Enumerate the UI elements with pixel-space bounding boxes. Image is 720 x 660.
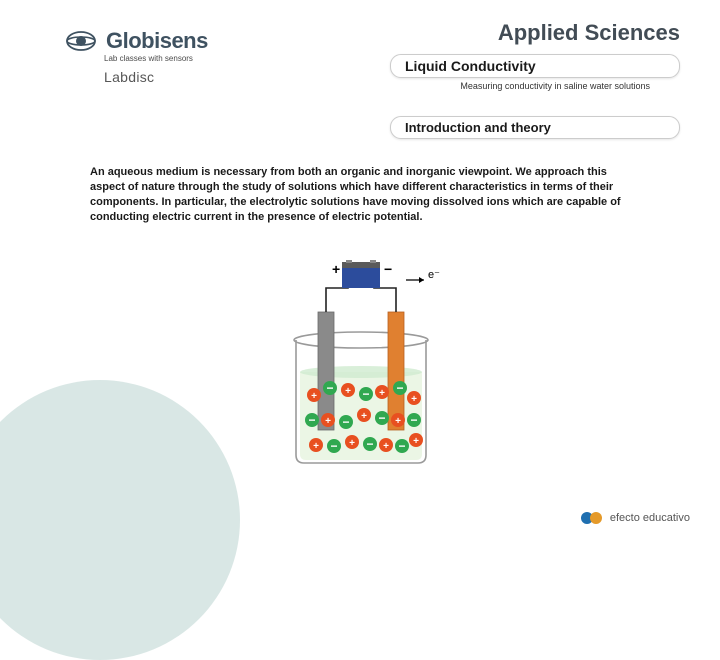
- globisens-logo: Globisens: [62, 26, 208, 56]
- electron-arrow-head: [419, 277, 424, 283]
- title-bar: Liquid Conductivity: [390, 54, 680, 78]
- electrolysis-diagram: + − e⁻ + + + + + + + + + + + − − − − − −…: [256, 260, 466, 470]
- brand-tagline: Lab classes with sensors: [104, 54, 208, 63]
- minus-label: −: [384, 261, 392, 277]
- svg-text:−: −: [378, 411, 385, 425]
- subtitle: Measuring conductivity in saline water s…: [390, 81, 650, 91]
- electron-label: e⁻: [428, 269, 440, 281]
- svg-text:+: +: [379, 388, 385, 399]
- decorative-circle: [0, 380, 240, 660]
- body-paragraph: An aqueous medium is necessary from both…: [90, 165, 630, 224]
- section-bar: Introduction and theory: [390, 116, 680, 139]
- svg-text:−: −: [398, 439, 405, 453]
- brand-name: Globisens: [106, 28, 208, 54]
- svg-text:+: +: [361, 411, 367, 422]
- svg-text:−: −: [330, 439, 337, 453]
- svg-text:+: +: [325, 416, 331, 427]
- efecto-logo: efecto educativo: [580, 510, 690, 526]
- svg-text:−: −: [396, 381, 403, 395]
- sub-brand: Labdisc: [104, 69, 208, 85]
- svg-text:+: +: [311, 391, 317, 402]
- electrode-left: [318, 312, 334, 430]
- beaker-rim: [294, 332, 428, 348]
- svg-text:+: +: [395, 416, 401, 427]
- battery-body: [342, 266, 380, 288]
- svg-text:+: +: [411, 394, 417, 405]
- svg-text:−: −: [308, 413, 315, 427]
- svg-text:+: +: [349, 438, 355, 449]
- svg-text:+: +: [345, 386, 351, 397]
- plus-label: +: [332, 261, 340, 277]
- logo-area: Globisens Lab classes with sensors Labdi…: [62, 26, 208, 85]
- globe-icon: [62, 26, 100, 56]
- svg-text:+: +: [383, 441, 389, 452]
- electrode-right: [388, 312, 404, 430]
- svg-text:+: +: [313, 441, 319, 452]
- svg-text:+: +: [413, 436, 419, 447]
- svg-text:−: −: [362, 387, 369, 401]
- svg-text:−: −: [366, 437, 373, 451]
- header-right: Applied Sciences Liquid Conductivity Mea…: [390, 20, 680, 91]
- battery-terminal-2: [370, 260, 376, 263]
- svg-text:−: −: [326, 381, 333, 395]
- applied-sciences-heading: Applied Sciences: [390, 20, 680, 46]
- battery-terminal-1: [346, 260, 352, 263]
- efecto-text: efecto educativo: [610, 512, 690, 524]
- svg-text:−: −: [410, 413, 417, 427]
- svg-text:−: −: [342, 415, 349, 429]
- efecto-icon: [580, 510, 604, 526]
